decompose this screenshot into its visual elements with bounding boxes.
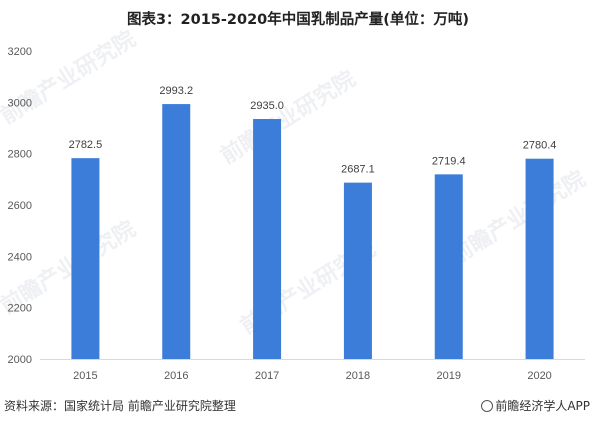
x-tick-label-2019: 2019: [437, 370, 461, 382]
bar-2017: [253, 119, 282, 360]
x-tick-label-2016: 2016: [164, 370, 188, 382]
bars: [71, 104, 554, 360]
data-label-2016: 2993.2: [159, 85, 193, 97]
credit: 前瞻经济学人APP: [481, 397, 590, 414]
data-label-2019: 2719.4: [432, 155, 466, 167]
x-axis: 2015 2016 2017 2018 2019 2020: [40, 359, 585, 382]
y-tick-label: 2400: [8, 251, 32, 263]
data-labels: 2782.5 2993.2 2935.0 2687.1 2719.4 2780.4: [69, 85, 557, 176]
brand-logo-icon: [481, 400, 494, 412]
x-tick-label-2018: 2018: [346, 370, 370, 382]
y-axis: 2000 2200 2400 2600 2800 3000 3200: [8, 46, 32, 366]
y-tick-label: 2200: [8, 303, 32, 315]
credit-text: 前瞻经济学人APP: [495, 399, 590, 413]
y-tick-label: 2000: [8, 354, 32, 366]
chart-title: 图表3：2015-2020年中国乳制品产量(单位：万吨): [126, 12, 470, 28]
y-tick-label: 3000: [8, 97, 32, 109]
x-tick-label-2017: 2017: [255, 370, 279, 382]
x-tick-label-2020: 2020: [527, 370, 551, 382]
bar-2016: [162, 104, 191, 359]
source-note: 资料来源：国家统计局 前瞻产业研究院整理: [4, 399, 236, 413]
data-label-2017: 2935.0: [250, 100, 284, 112]
y-tick-label: 2600: [8, 200, 32, 212]
data-label-2015: 2782.5: [69, 139, 103, 151]
y-tick-label: 3200: [8, 46, 32, 58]
data-label-2020: 2780.4: [523, 140, 557, 152]
data-label-2018: 2687.1: [341, 164, 375, 176]
bar-2015: [71, 158, 100, 359]
x-tick-label-2015: 2015: [73, 370, 97, 382]
bar-2019: [434, 174, 463, 359]
bar-2018: [343, 182, 372, 359]
y-tick-label: 2800: [8, 149, 32, 161]
bar-2020: [525, 158, 554, 359]
